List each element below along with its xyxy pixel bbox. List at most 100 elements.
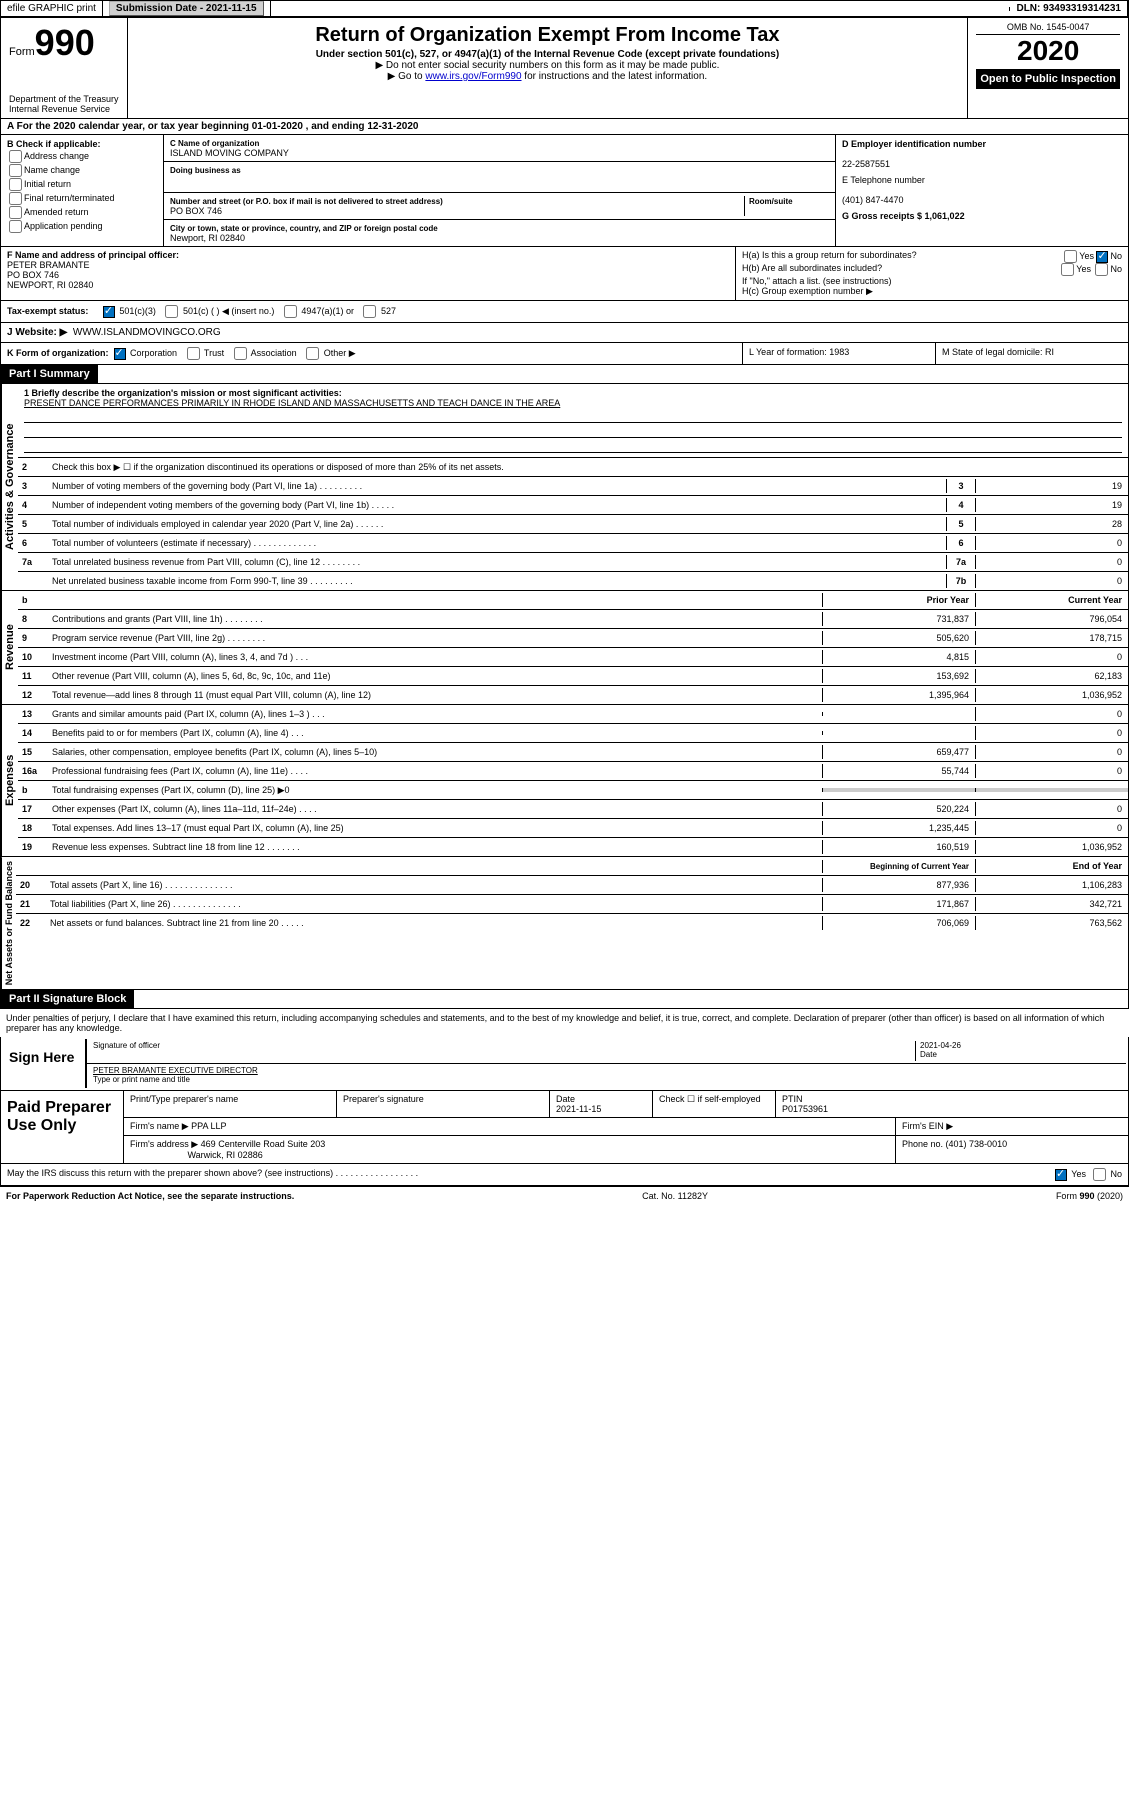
form-label: Form (9, 46, 35, 58)
firm-addr2: Warwick, RI 02886 (188, 1150, 263, 1160)
revenue-label: Revenue (1, 591, 18, 704)
discuss-no[interactable] (1093, 1168, 1106, 1181)
top-bar: efile GRAPHIC print Submission Date - 20… (0, 0, 1129, 17)
col-b-label: B Check if applicable: (7, 139, 101, 149)
table-row: 9Program service revenue (Part VIII, lin… (18, 629, 1128, 648)
table-row: Net unrelated business taxable income fr… (18, 572, 1128, 590)
table-row: 8Contributions and grants (Part VIII, li… (18, 610, 1128, 629)
cb-address-change[interactable]: Address change (7, 150, 157, 163)
officer-name: PETER BRAMANTE (7, 260, 90, 270)
firm-phone: Phone no. (401) 738-0010 (896, 1136, 1128, 1163)
cb-4947[interactable] (284, 305, 297, 318)
sig-date: 2021-04-26 (920, 1041, 961, 1050)
part1-header: Part I Summary (1, 365, 98, 383)
sub3-post: for instructions and the latest informat… (522, 71, 708, 82)
col-b: B Check if applicable: Address change Na… (1, 135, 164, 246)
paid-h1: Print/Type preparer's name (124, 1091, 337, 1117)
cb-association[interactable] (234, 347, 247, 360)
sig-name-label: Type or print name and title (93, 1075, 190, 1084)
website-value: WWW.ISLANDMOVINGCO.ORG (73, 327, 221, 338)
mission-text: PRESENT DANCE PERFORMANCES PRIMARILY IN … (24, 398, 1122, 408)
cb-527[interactable] (363, 305, 376, 318)
dln-label: DLN: 93493319314231 (1010, 1, 1128, 16)
sig-officer-label: Signature of officer (93, 1041, 160, 1050)
paid-h2: Preparer's signature (337, 1091, 550, 1117)
open-inspection: Open to Public Inspection (976, 69, 1120, 89)
hb-no[interactable] (1095, 263, 1108, 276)
governance-section: Activities & Governance 1 Briefly descri… (0, 384, 1129, 591)
table-row: 3Number of voting members of the governi… (18, 477, 1128, 496)
subtitle-2: ▶ Do not enter social security numbers o… (136, 60, 960, 71)
h-b: H(b) Are all subordinates included? (742, 263, 882, 276)
org-city: Newport, RI 02840 (170, 233, 245, 243)
ein-label: D Employer identification number (842, 139, 986, 149)
table-row: 14Benefits paid to or for members (Part … (18, 724, 1128, 743)
year-block: OMB No. 1545-0047 2020 Open to Public In… (968, 18, 1128, 118)
h-b-note: If "No," attach a list. (see instruction… (742, 276, 1122, 286)
officer-addr2: NEWPORT, RI 02840 (7, 280, 93, 290)
expenses-label: Expenses (1, 705, 18, 856)
section-h: H(a) Is this a group return for subordin… (736, 247, 1128, 300)
city-label: City or town, state or province, country… (170, 224, 438, 233)
discuss-text: May the IRS discuss this return with the… (7, 1168, 418, 1181)
part2-header: Part II Signature Block (1, 990, 134, 1008)
cb-amended[interactable]: Amended return (7, 206, 157, 219)
officer-label: F Name and address of principal officer: (7, 250, 179, 260)
net-header-row: Beginning of Current Year End of Year (16, 857, 1128, 876)
l-year: L Year of formation: 1983 (742, 343, 935, 364)
discuss-yes-checked (1055, 1169, 1067, 1181)
org-address: PO BOX 746 (170, 206, 222, 216)
firm-name: PPA LLP (191, 1121, 226, 1131)
ha-no-checked (1096, 251, 1108, 263)
h-c: H(c) Group exemption number ▶ (742, 286, 1122, 297)
org-name-label: C Name of organization (170, 139, 259, 148)
website-label: J Website: ▶ (7, 327, 67, 338)
paid-h4: Check ☐ if self-employed (653, 1091, 776, 1117)
table-row: 6Total number of volunteers (estimate if… (18, 534, 1128, 553)
gross-receipts: G Gross receipts $ 1,061,022 (842, 211, 965, 221)
cb-501c[interactable] (165, 305, 178, 318)
k-row: K Form of organization: Corporation Trus… (0, 343, 1129, 365)
current-year-header: Current Year (975, 593, 1128, 607)
dba-label: Doing business as (170, 166, 241, 175)
col-d: D Employer identification number 22-25875… (835, 135, 1128, 246)
prior-year-header: Prior Year (822, 593, 975, 607)
subtitle-1: Under section 501(c), 527, or 4947(a)(1)… (136, 49, 960, 60)
submission-date-button[interactable]: Submission Date - 2021-11-15 (109, 1, 264, 16)
ein-value: 22-2587551 (842, 159, 890, 169)
firm-addr: 469 Centerville Road Suite 203 (201, 1139, 326, 1149)
room-label: Room/suite (749, 197, 793, 206)
sign-here-block: Sign Here Signature of officer 2021-04-2… (0, 1037, 1129, 1091)
k-label: K Form of organization: (7, 348, 109, 358)
org-name: ISLAND MOVING COMPANY (170, 148, 289, 158)
header-row: Form990 Department of the Treasury Inter… (0, 17, 1129, 119)
table-row: 18Total expenses. Add lines 13–17 (must … (18, 819, 1128, 838)
cb-other[interactable] (306, 347, 319, 360)
cb-application-pending[interactable]: Application pending (7, 220, 157, 233)
firm-ein-label: Firm's EIN ▶ (896, 1118, 1128, 1135)
phone-value: (401) 847-4470 (842, 195, 904, 205)
footer-mid: Cat. No. 11282Y (642, 1191, 708, 1201)
footer-left: For Paperwork Reduction Act Notice, see … (6, 1191, 294, 1201)
cb-initial-return[interactable]: Initial return (7, 178, 157, 191)
part1-header-row: Part I Summary (0, 365, 1129, 384)
sig-name: PETER BRAMANTE EXECUTIVE DIRECTOR (93, 1066, 258, 1075)
table-row: 11Other revenue (Part VIII, column (A), … (18, 667, 1128, 686)
table-row: 12Total revenue—add lines 8 through 11 (… (18, 686, 1128, 704)
cb-final-return[interactable]: Final return/terminated (7, 192, 157, 205)
table-row: 4Number of independent voting members of… (18, 496, 1128, 515)
ha-yes[interactable] (1064, 250, 1077, 263)
table-row: 19Revenue less expenses. Subtract line 1… (18, 838, 1128, 856)
section-f-h: F Name and address of principal officer:… (0, 247, 1129, 301)
addr-label: Number and street (or P.O. box if mail i… (170, 197, 443, 206)
sig-date-label: Date (920, 1050, 937, 1059)
omb-number: OMB No. 1545-0047 (976, 22, 1120, 35)
cb-trust[interactable] (187, 347, 200, 360)
instructions-link[interactable]: www.irs.gov/Form990 (425, 71, 521, 82)
cb-name-change[interactable]: Name change (7, 164, 157, 177)
expenses-section: Expenses 13Grants and similar amounts pa… (0, 705, 1129, 857)
hb-yes[interactable] (1061, 263, 1074, 276)
efile-label: efile GRAPHIC print (1, 1, 103, 16)
revenue-section: Revenue b Prior Year Current Year 8Contr… (0, 591, 1129, 705)
cb-501c3-checked (103, 306, 115, 318)
